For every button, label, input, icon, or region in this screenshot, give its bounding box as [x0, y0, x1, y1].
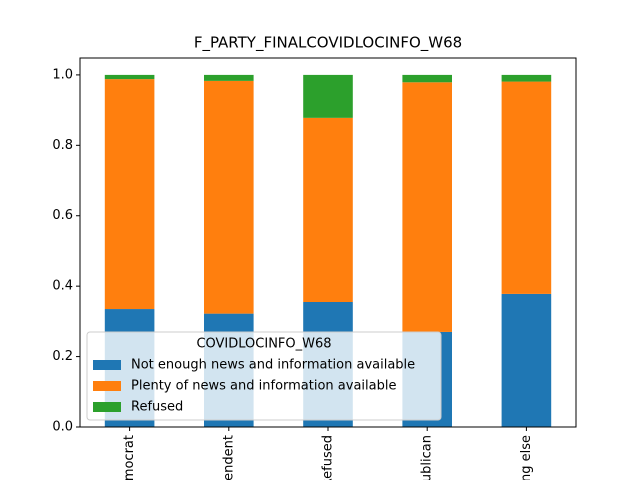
bar-segment: [501, 293, 552, 427]
bar-segment: [303, 74, 353, 118]
y-tick-label: 0.0: [52, 420, 73, 435]
legend-label: Refused: [131, 400, 183, 415]
y-tick-label: 0.6: [52, 208, 73, 223]
bar-segment: [104, 79, 155, 310]
y-tick-label: 0.8: [52, 138, 73, 153]
chart-title: F_PARTY_FINALCOVIDLOCINFO_W68: [194, 34, 462, 53]
y-tick-label: 1.0: [52, 67, 73, 82]
y-tick-label: 0.2: [52, 349, 73, 364]
bar-segment: [104, 74, 155, 80]
x-tick-label: Something else: [519, 435, 534, 480]
x-tick-label: Democrat: [122, 435, 137, 480]
legend-swatch: [93, 360, 121, 370]
bar-segment: [501, 74, 552, 82]
bar-segment: [501, 81, 552, 294]
legend-box: [86, 331, 442, 421]
x-tick-label: Refused: [321, 435, 336, 480]
plot-frame: [79, 57, 577, 428]
legend-title: COVIDLOCINFO_W68: [196, 337, 331, 352]
legend-swatch: [93, 402, 121, 412]
legend-swatch: [93, 381, 121, 391]
legend-label: Not enough news and information availabl…: [131, 358, 415, 373]
bar-segment: [402, 82, 452, 332]
bar-segment: [204, 74, 254, 81]
bar-segment: [204, 80, 254, 314]
bar-segment: [402, 74, 452, 83]
x-tick-label: Republican: [420, 435, 435, 480]
bar-segment: [303, 117, 353, 303]
y-tick-label: 0.4: [52, 279, 73, 294]
x-tick-label: Independent: [221, 435, 236, 480]
legend-label: Plenty of news and information available: [131, 379, 396, 394]
